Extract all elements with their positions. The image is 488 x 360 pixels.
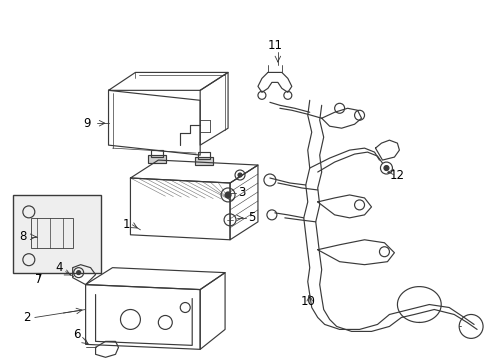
Text: 11: 11 — [267, 39, 283, 52]
Bar — [195, 157, 213, 165]
Text: 4: 4 — [56, 261, 63, 274]
Bar — [148, 155, 166, 163]
Text: 7: 7 — [35, 273, 42, 286]
Text: 1: 1 — [122, 218, 130, 231]
Text: 3: 3 — [238, 186, 245, 199]
Circle shape — [383, 166, 388, 171]
Bar — [13, 195, 101, 273]
Circle shape — [224, 192, 230, 198]
Text: 5: 5 — [247, 211, 255, 224]
Text: 6: 6 — [73, 328, 80, 341]
Text: 10: 10 — [300, 295, 315, 308]
Circle shape — [238, 173, 242, 177]
Circle shape — [77, 271, 81, 275]
Bar — [151, 150, 163, 157]
Bar — [31, 218, 73, 248]
Text: 12: 12 — [388, 168, 404, 181]
Bar — [198, 152, 210, 159]
Text: 8: 8 — [19, 230, 26, 243]
Text: 9: 9 — [83, 117, 91, 130]
Text: 2: 2 — [23, 311, 30, 324]
